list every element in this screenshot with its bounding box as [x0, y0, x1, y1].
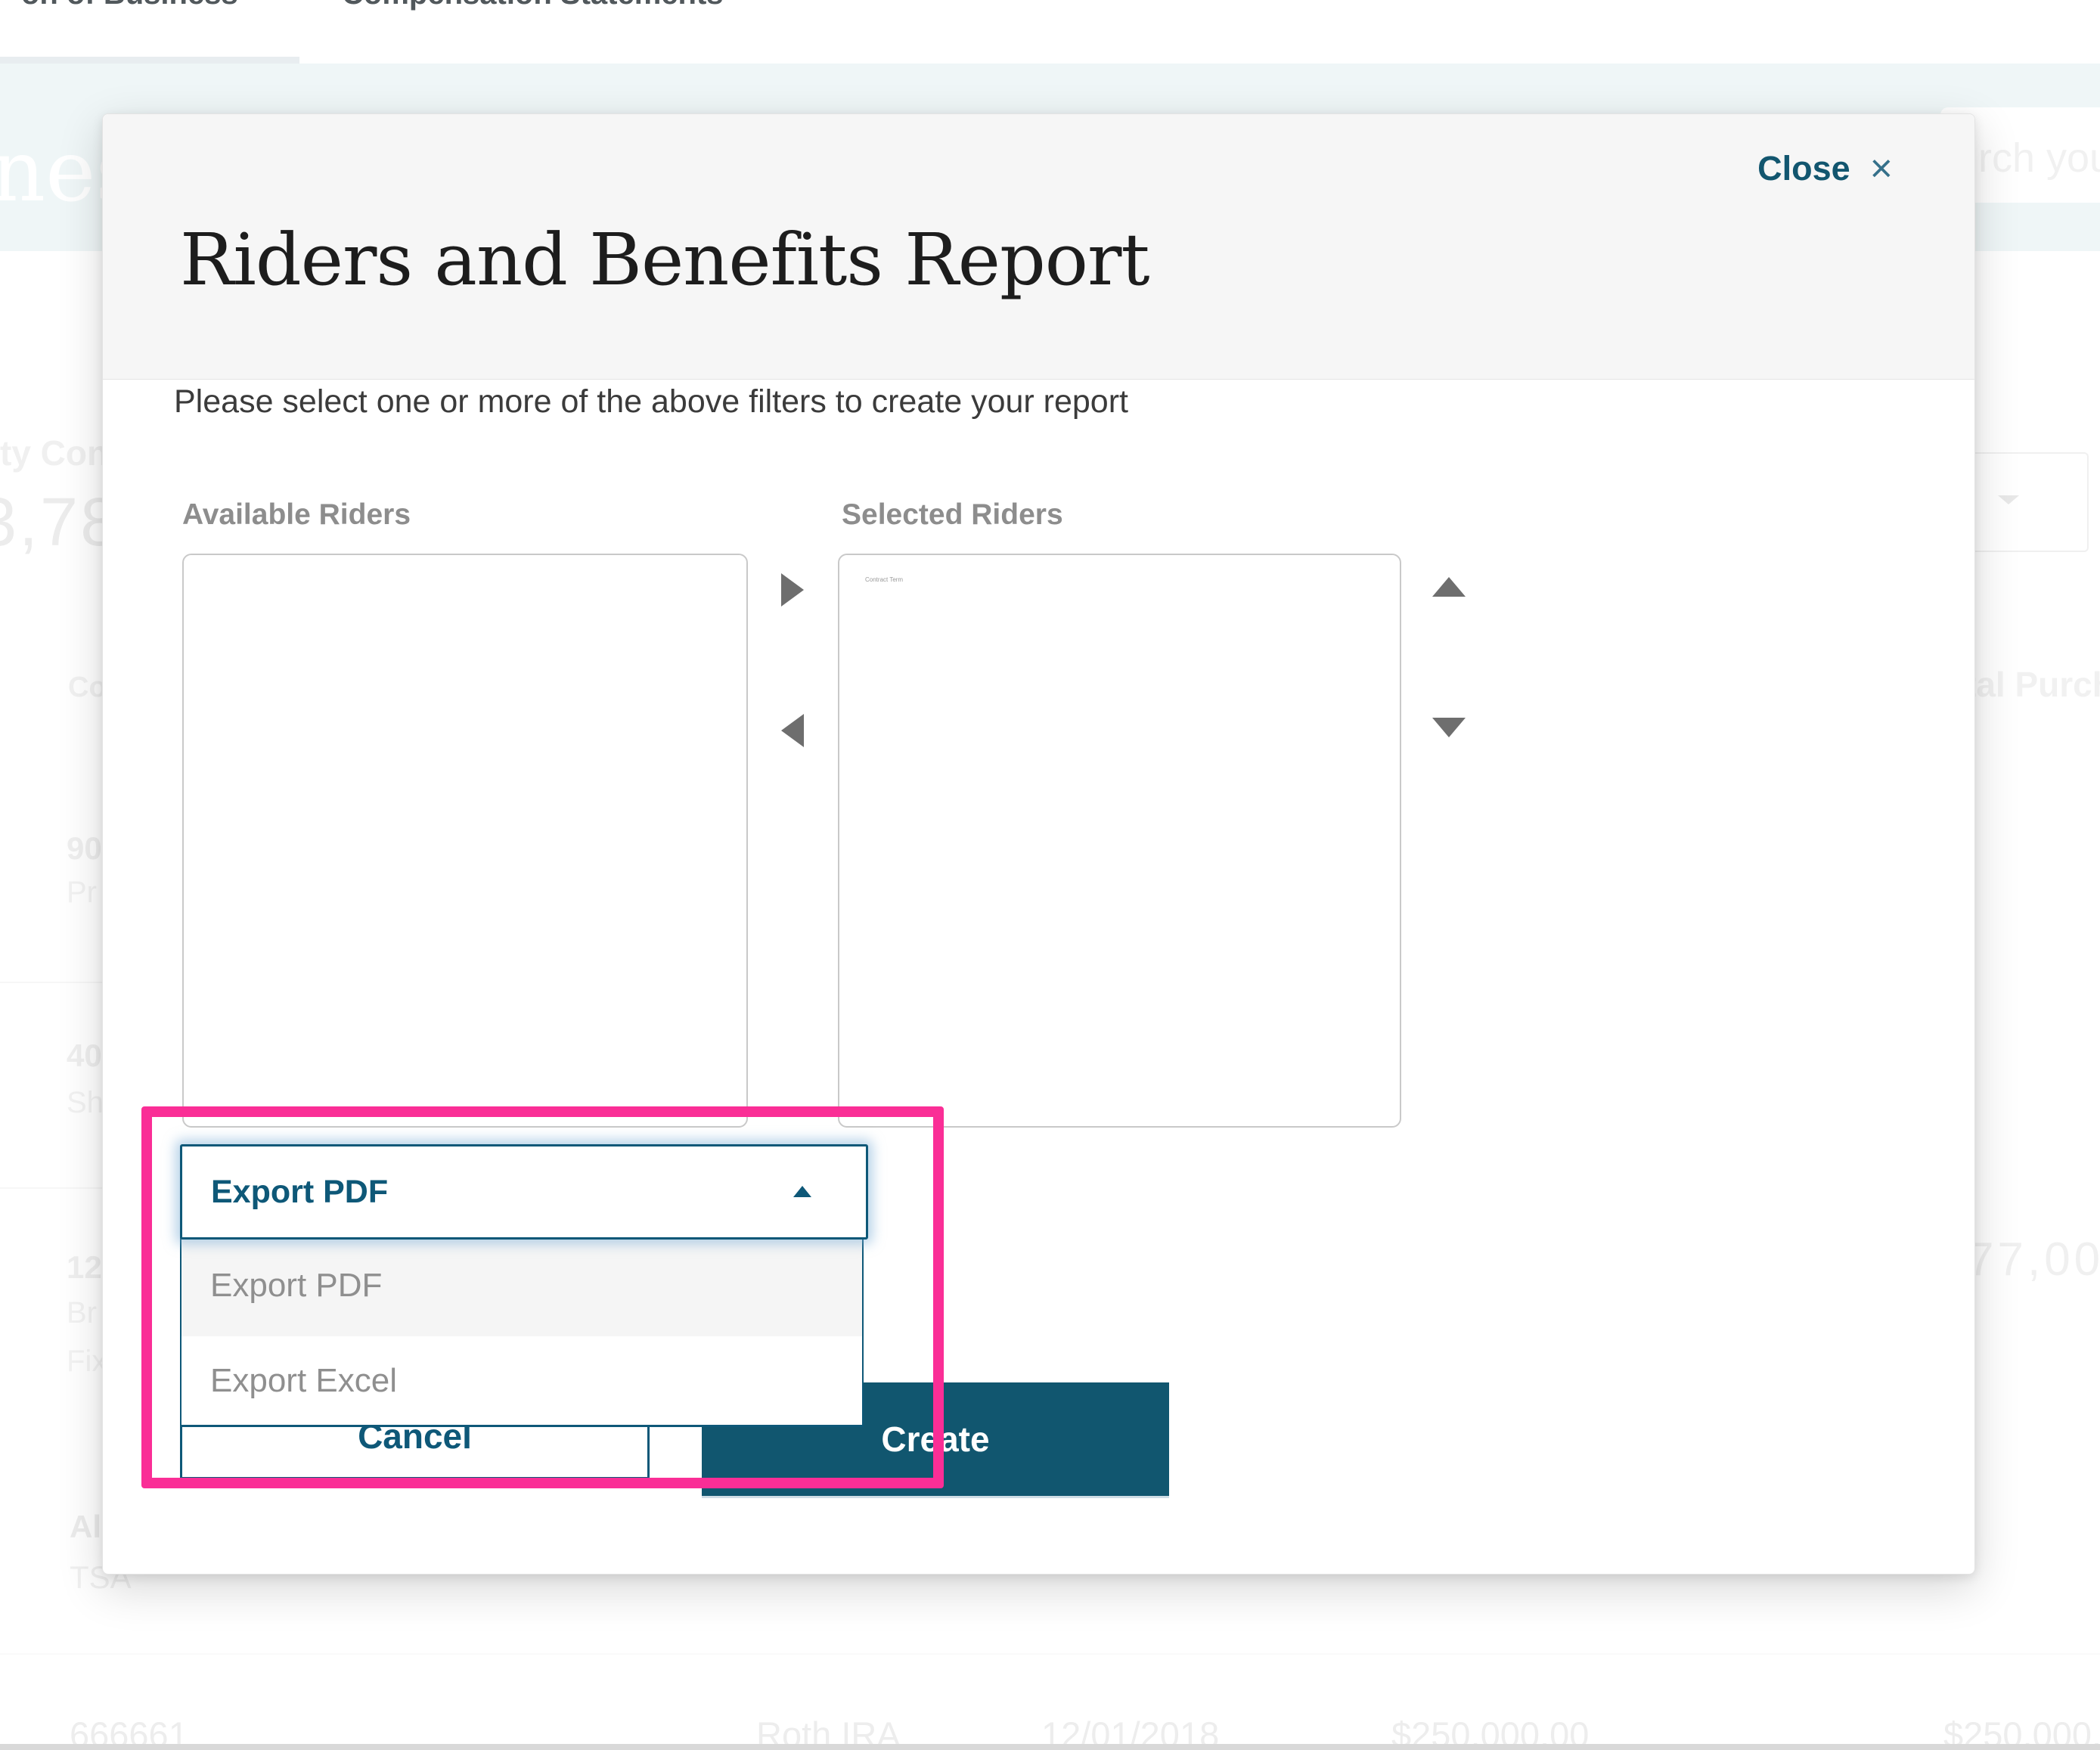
option-label: Export Excel: [210, 1361, 397, 1399]
selected-rider-item[interactable]: Contract Term: [865, 576, 904, 583]
modal-header: [103, 114, 1974, 380]
bg-row3-text: Br: [67, 1296, 97, 1330]
close-icon: ×: [1869, 147, 1893, 191]
selected-riders-label: Selected Riders: [842, 498, 1063, 531]
nav-tab-compensation-statements: Compensation Statements: [342, 0, 724, 11]
export-format-select[interactable]: Export PDF: [180, 1144, 868, 1240]
bg-col-header: Co: [68, 672, 107, 703]
bg-bottom-scroll-edge: [0, 1744, 2100, 1750]
bg-row4-num: Al: [70, 1509, 101, 1544]
move-up-icon[interactable]: [1432, 577, 1466, 597]
modal-title: Riders and Benefits Report: [180, 219, 1150, 302]
option-export-excel[interactable]: Export Excel: [181, 1336, 862, 1425]
create-label: Create: [881, 1420, 990, 1459]
selected-riders-listbox[interactable]: Contract Term: [838, 554, 1401, 1128]
chevron-down-icon: [1998, 495, 2019, 504]
option-export-pdf[interactable]: Export PDF: [181, 1235, 862, 1336]
bg-row1-num: 90: [67, 830, 102, 866]
bg-stat-label: ty Con: [0, 433, 109, 473]
close-button[interactable]: Close ×: [1757, 149, 1893, 188]
available-riders-listbox[interactable]: [182, 554, 748, 1128]
bg-row2-num: 40: [67, 1038, 102, 1073]
caret-up-icon: [793, 1186, 811, 1197]
bg-row2-text: Sh: [67, 1086, 104, 1119]
bg-table-divider: [0, 1653, 2100, 1655]
available-riders-label: Available Riders: [182, 498, 411, 531]
close-label: Close: [1757, 149, 1850, 188]
option-label: Export PDF: [210, 1267, 383, 1304]
bg-right-col-header: tal Purch: [1965, 665, 2100, 704]
export-format-options: Export PDF Export Excel: [180, 1235, 864, 1427]
export-format-value: Export PDF: [211, 1173, 389, 1210]
bg-row3-num: 12: [67, 1249, 102, 1285]
bg-row-divider: [0, 982, 102, 983]
nav-tab-book-of-business: on of Business: [21, 0, 238, 11]
bg-row-divider: [0, 1187, 102, 1189]
bg-right-value: 77,000.0: [1968, 1233, 2100, 1286]
instruction-text: Please select one or more of the above f…: [174, 383, 1128, 420]
move-down-icon[interactable]: [1432, 718, 1466, 737]
active-tab-underline: [0, 57, 299, 64]
riders-benefits-modal: Close × Riders and Benefits Report Pleas…: [102, 113, 1975, 1575]
background-filter-select: [1957, 452, 2089, 552]
bg-row1-text: Pr: [67, 876, 97, 909]
move-left-icon[interactable]: [781, 714, 804, 747]
search-placeholder-fragment: rch your: [1978, 135, 2100, 181]
bg-row3-text2: Fix: [67, 1345, 107, 1378]
move-right-icon[interactable]: [781, 573, 804, 607]
